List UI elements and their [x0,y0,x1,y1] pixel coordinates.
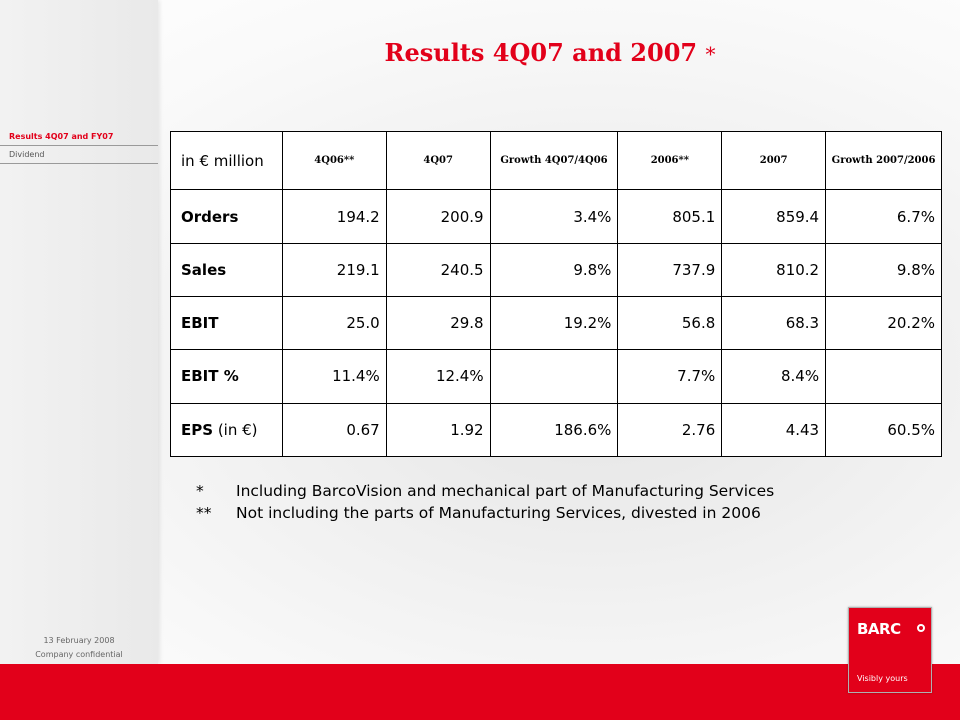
table-cell: 20.2% [825,296,942,351]
title-footnote-mark: * [705,42,716,66]
table-row: EPS (in €) 0.67 1.92 186.6% 2.76 4.43 60… [170,402,942,458]
footnote-mark: ** [196,504,212,522]
table-cell: 29.8 [385,296,491,351]
row-label: EPS (in €) [170,402,283,458]
row-label-suffix: (in €) [213,420,258,439]
footnote-mark: * [196,482,204,500]
table-cell: 9.8% [489,242,619,298]
table-row: EBIT % 11.4% 12.4% 7.7% 8.4% [170,349,942,404]
row-label-text: EBIT % [181,367,239,386]
table-cell: 810.2 [721,242,827,298]
table-cell: 1.92 [385,402,491,458]
table-cell: 200.9 [385,189,491,244]
table-cell: 805.1 [617,189,723,244]
row-label-text: EPS [181,420,214,439]
table-cell [825,349,942,404]
table-cell [489,349,619,404]
row-label-text: EBIT [181,314,219,333]
table-cell: 19.2% [489,296,619,351]
column-header: 2006** [617,130,723,191]
table-cell: 194.2 [281,189,387,244]
logo-circle-icon [917,624,925,632]
row-label-text: Orders [181,207,239,226]
row-label: Sales [170,242,283,298]
table-cell: 3.4% [489,189,619,244]
table-cell: 6.7% [825,189,942,244]
table-cell: 11.4% [281,349,387,404]
table-cell: 4.43 [721,402,827,458]
results-table: in € million 4Q06** 4Q07 Growth 4Q07/4Q0… [170,130,942,458]
table-row: Orders 194.2 200.9 3.4% 805.1 859.4 6.7% [170,189,942,244]
confidentiality-note: Company confidential [35,650,123,659]
bottom-bar [0,664,960,720]
table-row: EBIT 25.0 29.8 19.2% 56.8 68.3 20.2% [170,296,942,351]
table-cell: 219.1 [281,242,387,298]
table-cell: 8.4% [721,349,827,404]
footnote-text: Including BarcoVision and mechanical par… [236,482,775,500]
slide-title: Results 4Q07 and 2007 * [200,38,900,67]
table-cell: 60.5% [825,402,942,458]
logo-wordmark: BARC [857,620,901,638]
table-cell: 859.4 [721,189,827,244]
row-label: EBIT [170,296,283,351]
table-cell: 12.4% [385,349,491,404]
table-corner-label: in € million [170,130,283,191]
column-header: Growth 4Q07/4Q06 [489,130,619,191]
table-cell: 68.3 [721,296,827,351]
barco-logo: BARC Visibly yours [848,607,932,693]
table-header-row: in € million 4Q06** 4Q07 Growth 4Q07/4Q0… [170,130,942,191]
sidebar-item-results[interactable]: Results 4Q07 and FY07 [0,128,158,146]
footnote: * Including BarcoVision and mechanical pa… [196,480,774,502]
slide-date: 13 February 2008 [43,636,115,645]
footnote-text: Not including the parts of Manufacturing… [236,504,761,522]
table-cell: 2.76 [617,402,723,458]
footnotes: * Including BarcoVision and mechanical pa… [196,480,774,524]
table-cell: 737.9 [617,242,723,298]
column-header: Growth 2007/2006 [825,130,942,191]
column-header: 4Q06** [281,130,387,191]
row-label: Orders [170,189,283,244]
sidebar-item-dividend[interactable]: Dividend [0,146,158,164]
table-row: Sales 219.1 240.5 9.8% 737.9 810.2 9.8% [170,242,942,298]
sidebar-nav: Results 4Q07 and FY07 Dividend [0,128,158,164]
footnote: ** Not including the parts of Manufacturi… [196,502,774,524]
table-cell: 240.5 [385,242,491,298]
table-cell: 9.8% [825,242,942,298]
row-label-text: Sales [181,260,227,279]
sidebar: Results 4Q07 and FY07 Dividend 13 Februa… [0,0,158,664]
table-cell: 56.8 [617,296,723,351]
row-label: EBIT % [170,349,283,404]
logo-tagline: Visibly yours [857,674,908,683]
table-cell: 25.0 [281,296,387,351]
table-cell: 0.67 [281,402,387,458]
column-header: 2007 [721,130,827,191]
table-cell: 186.6% [489,402,619,458]
table-cell: 7.7% [617,349,723,404]
title-text: Results 4Q07 and 2007 [384,38,698,67]
column-header: 4Q07 [385,130,491,191]
